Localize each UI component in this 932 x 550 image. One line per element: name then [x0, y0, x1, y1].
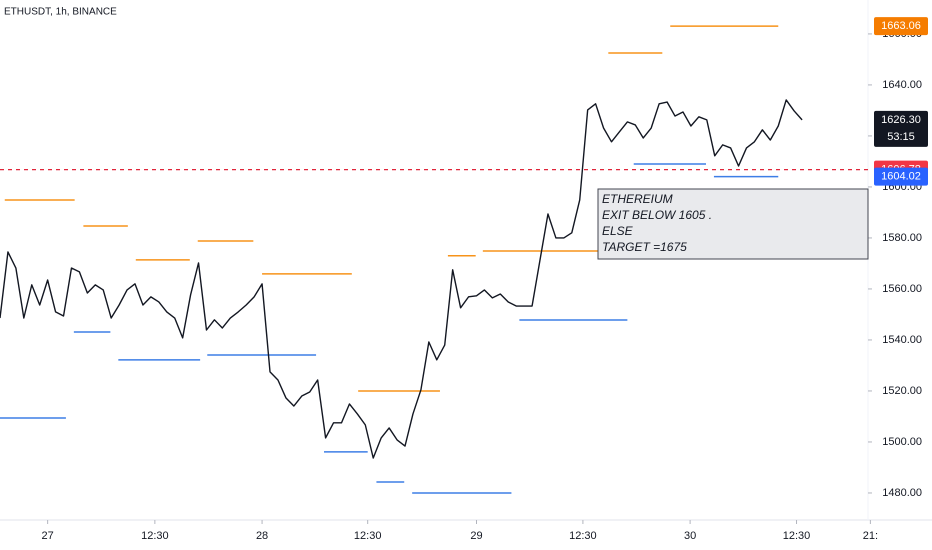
annotation-box [597, 188, 869, 260]
x-tick-label: 21: [863, 530, 878, 542]
price-line [0, 99, 803, 459]
x-tick-label: 30 [684, 530, 696, 542]
y-tick-label: 1480.00 [882, 487, 922, 499]
annotation-text: EXIT BELOW 1605 . [602, 208, 712, 222]
y-tick-label: 1640.00 [882, 79, 922, 91]
y-tick-label: 1520.00 [882, 385, 922, 397]
price-label: 1626.30 [881, 114, 921, 126]
price-label-bg [874, 167, 928, 186]
y-tick-label: 1560.00 [882, 283, 922, 295]
countdown: 53:15 [887, 131, 915, 143]
x-tick-label: 28 [256, 530, 268, 542]
x-tick-label: 12:30 [569, 530, 597, 542]
x-tick-label: 27 [42, 530, 54, 542]
price-label-bg [874, 17, 928, 36]
y-tick-label: 1500.00 [882, 436, 922, 448]
y-tick-label: 1580.00 [882, 232, 922, 244]
chart-title: ETHUSDT, 1h, BINANCE [4, 7, 117, 18]
y-tick-label: 1540.00 [882, 334, 922, 346]
x-tick-label: 12:30 [141, 530, 169, 542]
annotation-text: TARGET =1675 [602, 240, 687, 254]
price-label-bg [874, 110, 928, 147]
annotation-text: ETHEREIUM [602, 192, 673, 206]
price-label: 1604.02 [881, 171, 921, 183]
x-tick-label: 29 [470, 530, 482, 542]
annotation-text: ELSE [602, 224, 634, 238]
price-label: 1663.06 [881, 20, 921, 32]
x-tick-label: 12:30 [354, 530, 382, 542]
x-tick-label: 12:30 [783, 530, 811, 542]
